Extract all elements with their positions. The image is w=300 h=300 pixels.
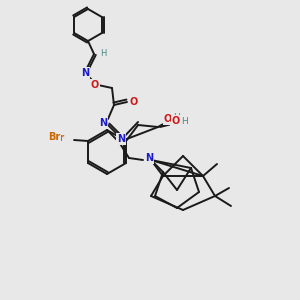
Text: H: H — [171, 118, 177, 127]
Text: N: N — [99, 118, 107, 128]
Text: O: O — [130, 97, 138, 107]
Text: O: O — [91, 80, 99, 90]
Text: Br: Br — [52, 133, 64, 143]
Text: O: O — [172, 116, 180, 126]
Text: H: H — [100, 49, 106, 58]
Text: N: N — [81, 68, 89, 78]
Text: O: O — [164, 114, 172, 124]
Text: N: N — [145, 153, 153, 163]
Text: Br: Br — [48, 132, 60, 142]
Text: N: N — [117, 134, 125, 144]
Text: H: H — [173, 112, 179, 122]
Text: H: H — [181, 116, 188, 125]
